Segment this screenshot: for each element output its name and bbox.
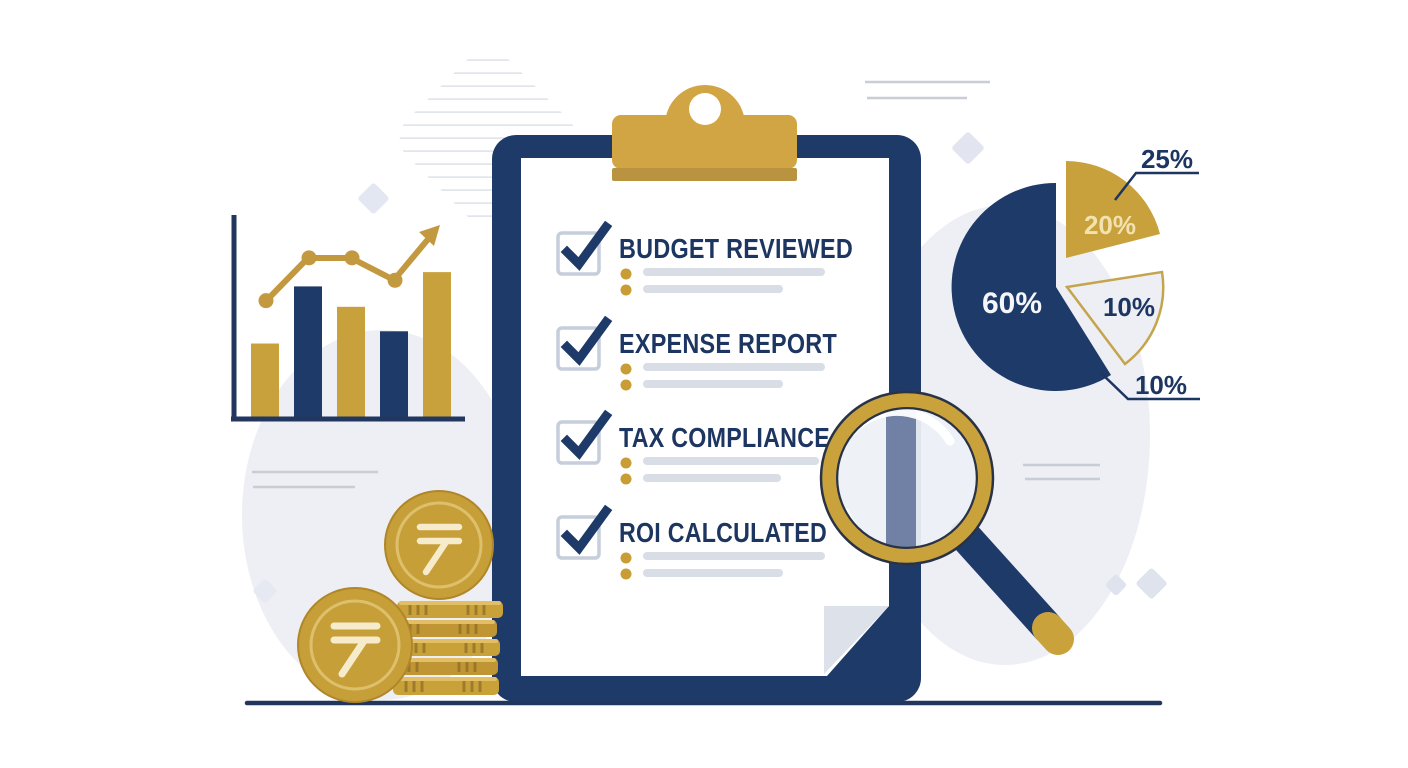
coin-face: [384, 490, 494, 600]
bar: [380, 331, 408, 419]
bullet-dot: [620, 284, 632, 296]
checkmark-icon: [560, 220, 613, 271]
bullet-dot: [620, 379, 632, 391]
coin: [384, 490, 494, 600]
magnifier-handle: [949, 520, 1064, 644]
coin-inner-ring: [395, 501, 483, 589]
lens-gold-rim: [822, 393, 992, 563]
stacked-coin: [397, 601, 503, 618]
placeholder-line: [643, 268, 825, 276]
pie-slice-20: [1066, 161, 1160, 258]
checkmark-icon: [560, 409, 613, 460]
clip-lower-strip: [612, 168, 797, 181]
bar: [251, 343, 279, 419]
bar: [294, 286, 322, 419]
bullet-dot: [620, 268, 632, 280]
checklist-item-label: TAX COMPLIANCE: [619, 422, 830, 453]
bullet-dot: [620, 568, 632, 580]
trend-line-dots: [258, 250, 403, 309]
placeholder-line: [643, 363, 825, 371]
clipboard-clip: [612, 85, 797, 181]
rupee-coins: [297, 490, 503, 703]
pie-callout-label: 25%: [1141, 144, 1193, 174]
callout-leader-line: [1114, 171, 1199, 201]
bar-chart-bars: [251, 272, 451, 419]
checkmark-icon: [560, 504, 613, 555]
rupee-symbol-icon: [416, 523, 463, 576]
pie-slice-60: [951, 182, 1111, 391]
diamond-decoration: [952, 132, 984, 164]
trend-dot: [387, 272, 403, 288]
magnified-board-edge: [886, 408, 916, 548]
rupee-symbol-icon: [330, 622, 381, 678]
diamond-decoration: [253, 579, 277, 603]
trend-dot: [301, 250, 317, 266]
coin-face: [297, 587, 413, 703]
bullet-dot: [620, 457, 632, 469]
checklist-row: ROI CALCULATED: [556, 504, 827, 580]
magnifying-glass: [819, 390, 1074, 655]
placeholder-line: [643, 380, 783, 388]
checklist-item-label: ROI CALCULATED: [619, 517, 827, 548]
lens-inner-outline: [835, 406, 979, 550]
checkmark-icon: [560, 315, 613, 366]
bullet-dot: [620, 363, 632, 375]
pie-slice-label: 20%: [1084, 210, 1136, 240]
trend-dot: [258, 293, 274, 309]
pie-chart: 60% 20% 10% 25% 10%: [951, 144, 1200, 401]
placeholder-line: [643, 474, 781, 482]
bar: [337, 306, 365, 419]
stacked-coin: [395, 639, 500, 656]
clip-hole: [689, 93, 721, 125]
placeholder-line: [643, 569, 783, 577]
checklist-row: EXPENSE REPORT: [556, 315, 837, 391]
lens-outer-outline: [819, 390, 995, 566]
checklist-item-label: BUDGET REVIEWED: [619, 233, 853, 264]
pie-slice-10: [1064, 270, 1165, 366]
callout-leader-line: [1100, 372, 1200, 401]
bullet-dot: [620, 552, 632, 564]
magnifier-handle-tip: [1032, 612, 1074, 655]
pie-slice-label: 60%: [982, 287, 1042, 320]
bar-chart: [231, 215, 465, 422]
pie-callout-label: 10%: [1135, 370, 1187, 400]
checklist-item-label: EXPENSE REPORT: [619, 328, 837, 359]
bullet-dot: [620, 473, 632, 485]
coin-stack: [388, 601, 503, 695]
clip-body: [612, 115, 797, 169]
placeholder-line: [643, 285, 783, 293]
coin: [297, 587, 413, 703]
checklist: BUDGET REVIEWED EXPENSE REPORT TAX: [556, 220, 853, 580]
bar: [423, 272, 451, 419]
paper-fold-corner: [824, 606, 889, 674]
checklist-row: TAX COMPLIANCE: [556, 409, 830, 485]
trend-dot: [344, 250, 360, 266]
diamond-decoration: [1136, 568, 1167, 599]
placeholder-line: [643, 552, 825, 560]
stacked-coin: [389, 620, 497, 637]
trend-line: [263, 236, 432, 304]
diamond-decoration: [1105, 574, 1127, 596]
coin-inner-ring: [309, 599, 401, 691]
checklist-row: BUDGET REVIEWED: [556, 220, 853, 296]
diamond-decoration: [358, 183, 389, 214]
clipboard-paper: [521, 158, 889, 676]
pie-slice-label: 10%: [1103, 292, 1155, 322]
trend-arrow-head-icon: [419, 225, 440, 246]
placeholder-line: [643, 457, 819, 465]
stacked-coin: [393, 677, 499, 695]
clipboard: BUDGET REVIEWED EXPENSE REPORT TAX: [492, 85, 921, 702]
